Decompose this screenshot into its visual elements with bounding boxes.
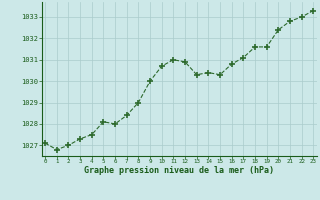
X-axis label: Graphe pression niveau de la mer (hPa): Graphe pression niveau de la mer (hPa)	[84, 166, 274, 175]
